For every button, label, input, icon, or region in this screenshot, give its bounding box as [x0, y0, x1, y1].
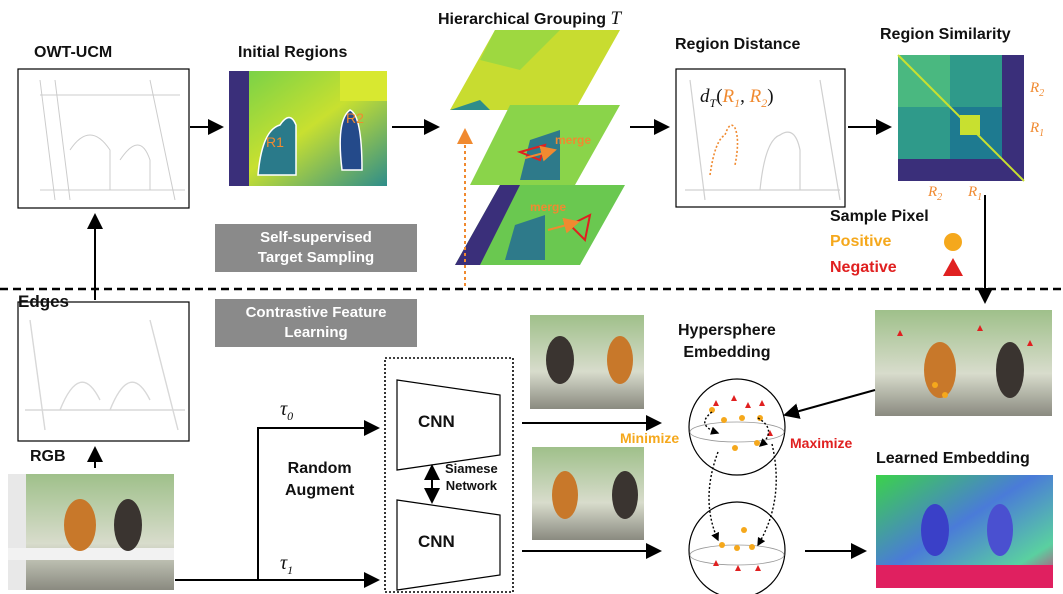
sampled-pixel-photo — [875, 310, 1052, 416]
cnn-top-trapezoid — [396, 379, 501, 471]
negative-label: Negative — [830, 259, 897, 276]
tau0-label: τ0 — [280, 398, 294, 423]
cnn-top-label: CNN — [418, 412, 455, 431]
augmented-crop-bottom — [532, 447, 644, 540]
contrastive-section-label: Contrastive Feature Learning — [215, 299, 417, 347]
rgb-photo — [8, 474, 174, 590]
dotted-pair-arrows — [704, 411, 777, 547]
edges-label: Edges — [18, 292, 70, 311]
learned-embedding-label: Learned Embedding — [876, 450, 1030, 467]
hypersphere-points — [709, 395, 773, 571]
augmented-crop-top — [530, 315, 644, 409]
flow-arrows — [87, 119, 993, 588]
siamese-network-label: Siamese Network — [445, 461, 498, 493]
edges-image — [17, 301, 190, 442]
region-r1-label: R1 — [266, 134, 284, 150]
owt-ucm-label: OWT-UCM — [34, 44, 113, 61]
siamese-network-box — [384, 357, 514, 593]
region-distance-label: Region Distance — [675, 36, 801, 53]
minimize-label: Minimize — [620, 430, 680, 446]
tau1-label: τ1 — [280, 552, 294, 577]
self-supervised-section-label: Self-supervised Target Sampling — [215, 224, 417, 272]
rgb-label: RGB — [30, 448, 66, 465]
merge-label-2: merge — [530, 200, 567, 214]
similarity-matrix — [897, 54, 1025, 182]
positive-label: Positive — [830, 233, 892, 250]
learned-embedding-image — [876, 475, 1053, 588]
random-augment-label: Random Augment — [285, 460, 355, 499]
red-triangle-icon — [943, 258, 963, 276]
initial-regions-label: Initial Regions — [238, 44, 348, 61]
sample-pixel-label: Sample Pixel — [830, 208, 929, 225]
matrix-r1-right: R1 — [1030, 120, 1045, 139]
merge-arrow-2 — [547, 217, 580, 234]
hierarchy-layer-middle — [470, 105, 620, 185]
region-r2-label: R2 — [346, 110, 364, 126]
merge-arrow-1 — [524, 145, 557, 162]
maximize-label: Maximize — [790, 435, 853, 451]
hierarchy-layer-top — [450, 30, 620, 110]
matrix-r2-bottom: R2 — [928, 184, 943, 203]
hierarchical-grouping-label: Hierarchical Grouping T — [438, 8, 622, 29]
cnn-bottom-label: CNN — [418, 532, 455, 551]
owt-ucm-image — [17, 68, 190, 209]
matrix-r2-right: R2 — [1030, 80, 1045, 99]
hypersphere-label: Hypersphere Embedding — [678, 322, 776, 361]
hierarchy-layer-bottom — [455, 185, 625, 265]
matrix-r1-bottom: R1 — [968, 184, 983, 203]
region-distance-image — [675, 68, 846, 208]
cnn-bottom-trapezoid — [396, 499, 501, 591]
initial-regions-image — [229, 71, 387, 186]
region-similarity-label: Region Similarity — [880, 26, 1011, 43]
hypersphere-top — [688, 378, 786, 476]
merge-label-1: merge — [555, 133, 592, 147]
orange-circle-icon — [944, 233, 962, 251]
distance-formula: dT(R1, R2) — [700, 86, 774, 110]
